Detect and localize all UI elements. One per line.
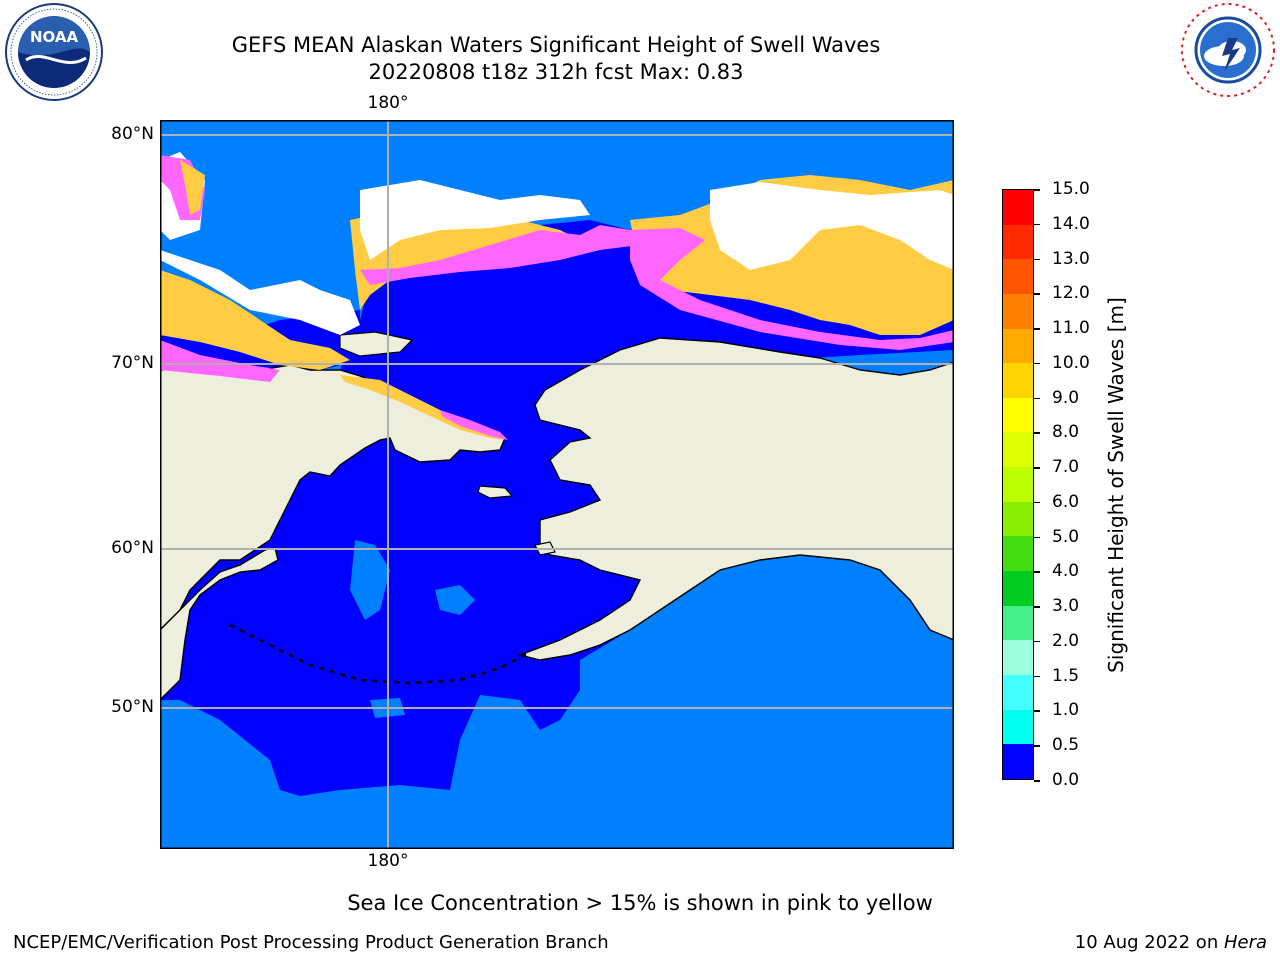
sea-ice-yellow-west (160, 160, 350, 370)
colorbar-segment (1003, 467, 1033, 502)
colorbar-segment (1003, 293, 1033, 329)
lon-label-bottom: 180° (367, 851, 409, 871)
colorbar-tick-mark (1034, 501, 1040, 504)
colorbar-tick-label: 5.0 (1052, 526, 1080, 547)
colorbar-segment (1003, 397, 1033, 433)
colorbar-segment (1003, 432, 1033, 468)
colorbar-segment (1003, 571, 1033, 606)
colorbar-segment (1003, 605, 1033, 641)
lat-label-50n: 50°N (111, 697, 154, 717)
colorbar-tick-label: 15.0 (1052, 179, 1090, 199)
nws-logo (1178, 0, 1278, 100)
land-island-stlawrence (477, 485, 514, 499)
colorbar-tick-label: 9.0 (1052, 387, 1080, 408)
colorbar-segment (1003, 744, 1033, 779)
colorbar-tick-mark (1034, 640, 1040, 643)
sea-ice-pink-central (360, 225, 640, 285)
lat-label-60n: 60°N (111, 538, 154, 558)
map-frame (160, 120, 954, 849)
colorbar-tick-label: 2.0 (1052, 630, 1080, 651)
sea-ice-white-east (710, 182, 954, 270)
noaa-logo-text: NOAA (30, 28, 79, 46)
colorbar-tick-label: 13.0 (1052, 248, 1090, 269)
colorbar-tick-mark (1034, 328, 1040, 330)
ocean-light-patch-4 (580, 630, 640, 690)
colorbar-segment (1003, 536, 1033, 572)
colorbar-tick-label: 14.0 (1052, 213, 1090, 234)
footer-host: Hera (1223, 932, 1267, 953)
colorbar-tick-mark (1034, 293, 1040, 295)
colorbar-segment (1003, 501, 1033, 537)
colorbar-segment (1003, 224, 1033, 260)
sea-ice-white-west (160, 152, 360, 335)
colorbar (1002, 189, 1034, 780)
colorbar-tick-label: 10.0 (1052, 352, 1090, 373)
colorbar-segment (1003, 328, 1033, 364)
land-wrangel (339, 331, 414, 357)
map-panel (159, 120, 955, 849)
colorbar-tick-label: 8.0 (1052, 422, 1080, 443)
colorbar-tick-mark (1034, 780, 1040, 782)
colorbar-tick-label: 1.5 (1052, 665, 1080, 686)
chart-subtitle: 20220808 t18z 312h fcst Max: 0.83 (368, 60, 744, 84)
colorbar-label: Significant Height of Swell Waves [m] (1104, 297, 1128, 673)
map-svg (159, 120, 955, 849)
colorbar-ticks: 15.0 14.0 13.0 12.0 11.0 10.0 9.0 8.0 7.0 6.0 5.0 4… (1034, 179, 1112, 791)
colorbar-segment (1003, 709, 1033, 745)
graticule (160, 120, 954, 849)
colorbar-tick-label: 6.0 (1052, 491, 1080, 512)
colorbar-segment (1003, 259, 1033, 294)
footer-date: 10 Aug 2022 on (1074, 932, 1224, 953)
lat-label-70n: 70°N (111, 353, 154, 373)
colorbar-tick-label: 4.0 (1052, 561, 1080, 582)
colorbar-tick-mark (1034, 223, 1040, 226)
colorbar-tick-label: 3.0 (1052, 596, 1080, 617)
colorbar-tick-mark (1034, 467, 1040, 469)
lat-label-80n: 80°N (111, 124, 154, 144)
land-siberia (159, 364, 506, 632)
colorbar-tick-label: 0.0 (1052, 770, 1080, 790)
colorbar-tick-label: 7.0 (1052, 457, 1080, 478)
colorbar-tick-mark (1034, 397, 1040, 400)
colorbar-segment (1003, 640, 1033, 675)
ocean-light-patch-1 (350, 540, 390, 620)
colorbar-tick-mark (1034, 536, 1040, 539)
colorbar-tick-mark (1034, 362, 1040, 365)
land-alaska (517, 337, 955, 661)
colorbar-tick-mark (1034, 571, 1040, 573)
ocean-light-patch-2 (435, 585, 475, 615)
colorbar-segment (1003, 363, 1033, 398)
colorbar-tick-mark (1034, 745, 1040, 747)
colorbar-tick-mark (1034, 432, 1040, 434)
colorbar-tick-mark (1034, 189, 1040, 191)
lon-label-top: 180° (367, 93, 409, 113)
land-kamchatka (159, 547, 279, 702)
colorbar-tick-label: 12.0 (1052, 283, 1090, 304)
chart-title: GEFS MEAN Alaskan Waters Significant Hei… (231, 33, 881, 57)
colorbar-tick-label: 1.0 (1052, 700, 1080, 721)
colorbar-segment (1003, 190, 1033, 225)
aleutian-islands (229, 623, 531, 685)
noaa-logo: NOAA (4, 2, 104, 102)
colorbar-tick-mark (1034, 675, 1040, 678)
sea-ice-white-central (360, 180, 590, 260)
footer-right: 10 Aug 2022 on Hera (1075, 932, 1267, 953)
sea-ice-pink-coast (440, 410, 508, 440)
sea-ice-pink-east (630, 228, 954, 350)
colorbar-tick-mark (1034, 258, 1040, 261)
colorbar-tick-label: 0.5 (1052, 735, 1080, 756)
footer-left: NCEP/EMC/Verification Post Processing Pr… (13, 932, 609, 953)
colorbar-segment (1003, 674, 1033, 710)
colorbar-tick-mark (1034, 710, 1040, 712)
colorbar-tick-label: 11.0 (1052, 318, 1090, 339)
colorbar-tick-mark (1034, 606, 1040, 608)
sea-ice-note: Sea Ice Concentration > 15% is shown in … (347, 891, 933, 915)
